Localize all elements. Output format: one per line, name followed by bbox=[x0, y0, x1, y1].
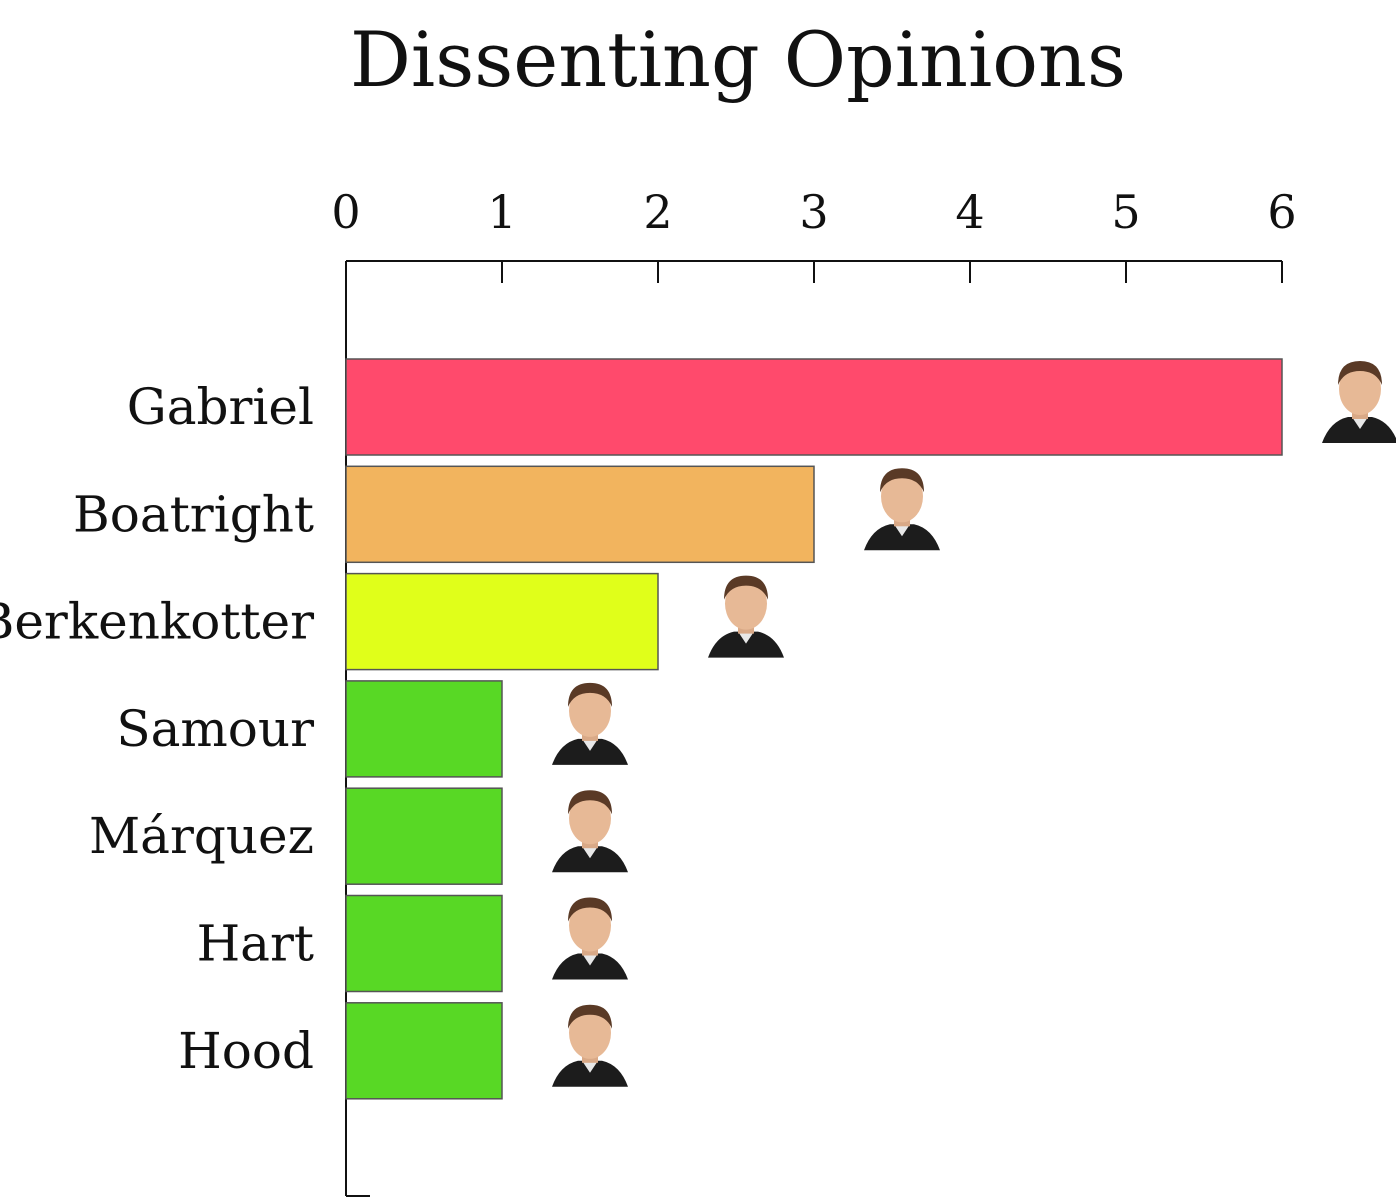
category-label: Hood bbox=[178, 1022, 314, 1080]
robe-shape bbox=[708, 631, 784, 658]
face-shape bbox=[881, 470, 923, 523]
category-labels: Gabriel Boatright Berkenkotter Samour Márque… bbox=[0, 378, 314, 1080]
bar bbox=[345, 572, 659, 671]
collar-shape bbox=[738, 631, 754, 644]
x-tick-label: 4 bbox=[955, 185, 984, 239]
hair-shape bbox=[568, 790, 612, 815]
bars-layer bbox=[345, 358, 1283, 1100]
portrait-photos bbox=[552, 361, 1396, 1087]
portrait-photo-icon bbox=[1322, 361, 1396, 443]
robe-shape bbox=[552, 846, 628, 873]
robe-shape bbox=[552, 738, 628, 765]
bar bbox=[345, 787, 503, 885]
portrait-photo-icon bbox=[552, 1004, 628, 1087]
robe-shape bbox=[552, 953, 628, 980]
portrait-photo-icon bbox=[552, 790, 628, 873]
face-shape bbox=[569, 792, 611, 845]
category-label: Samour bbox=[116, 700, 314, 758]
x-tick-label: 2 bbox=[643, 185, 672, 239]
portrait-photo-icon bbox=[552, 682, 628, 765]
collar-shape bbox=[582, 953, 598, 966]
bar bbox=[345, 358, 1283, 456]
collar-shape bbox=[1352, 417, 1368, 429]
face-shape bbox=[725, 577, 767, 630]
portrait-photo-icon bbox=[552, 897, 628, 980]
hair-shape bbox=[880, 468, 924, 493]
collar-shape bbox=[582, 1060, 598, 1073]
category-label: Gabriel bbox=[127, 378, 314, 436]
collar-shape bbox=[894, 524, 910, 537]
robe-shape bbox=[552, 1060, 628, 1087]
hair-shape bbox=[724, 575, 768, 600]
face-shape bbox=[569, 1006, 611, 1059]
face-shape bbox=[569, 899, 611, 952]
x-tick-label: 0 bbox=[331, 185, 360, 239]
hair-shape bbox=[568, 897, 612, 922]
portrait-photo-icon bbox=[864, 468, 940, 551]
category-label: Márquez bbox=[89, 807, 314, 865]
x-tick-label: 6 bbox=[1267, 185, 1296, 239]
category-label: Hart bbox=[197, 915, 314, 973]
bar bbox=[345, 680, 503, 778]
category-label: Berkenkotter bbox=[0, 593, 314, 651]
collar-shape bbox=[582, 738, 598, 751]
robe-shape bbox=[864, 524, 940, 551]
x-tick-label: 3 bbox=[799, 185, 828, 239]
chart-title: Dissenting Opinions bbox=[350, 15, 1126, 104]
bar bbox=[345, 894, 503, 993]
x-tick-label: 5 bbox=[1111, 185, 1140, 239]
face-shape bbox=[1339, 363, 1381, 415]
hair-shape bbox=[568, 682, 612, 707]
bar bbox=[345, 1002, 503, 1100]
hair-shape bbox=[568, 1004, 612, 1029]
robe-shape bbox=[1322, 417, 1396, 443]
hair-shape bbox=[1338, 361, 1382, 385]
category-label: Boatright bbox=[73, 485, 314, 543]
portrait-photo-icon bbox=[708, 575, 784, 658]
bar bbox=[345, 465, 815, 564]
face-shape bbox=[569, 684, 611, 737]
x-tick-label: 1 bbox=[487, 185, 516, 239]
collar-shape bbox=[582, 846, 598, 859]
